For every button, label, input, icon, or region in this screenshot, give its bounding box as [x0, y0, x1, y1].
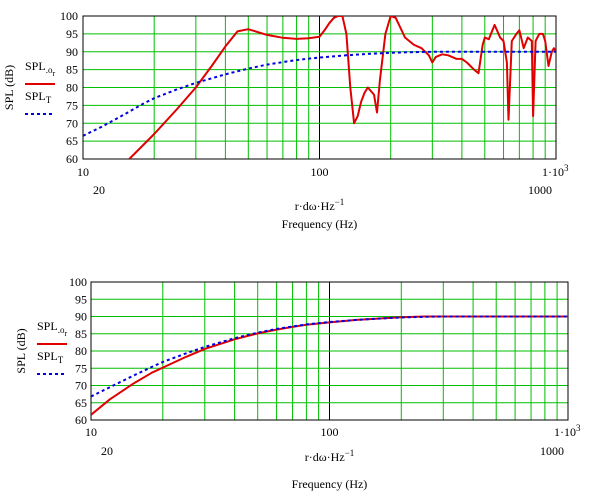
legend-label: SPLT: [25, 89, 52, 105]
y-axis-label: SPL (dB): [14, 328, 28, 373]
x-tick-label: 1·103: [542, 163, 569, 179]
x-tick-label: 100: [311, 165, 329, 179]
y-tick-label: 85: [66, 63, 78, 77]
x-tick-label: 20: [93, 183, 105, 197]
x-tick-label: 10: [85, 425, 97, 439]
legend-label: SPL.or: [37, 319, 67, 338]
y-tick-label: 100: [69, 275, 87, 289]
chart-1: 60 65 70 75 80 85 90 95 100 10 100 1·103 20 1000 r·dω·…: [2, 9, 569, 231]
y-tick-label: 90: [66, 45, 78, 59]
x-tick-label: 1000: [540, 444, 564, 458]
y-tick-label: 80: [66, 81, 78, 95]
plot-frame: [90, 281, 569, 421]
y-tick-label: 60: [66, 152, 78, 166]
x-tick-label: 20: [101, 444, 113, 458]
y-tick-label: 70: [75, 379, 87, 393]
chart-2: 60 65 70 75 80 85 90 95 100 10 100 1·103 20 1000 r·dω·…: [14, 275, 581, 491]
y-tick-label: 95: [75, 292, 87, 306]
y-tick-label: 70: [66, 116, 78, 130]
x-tick-label: 1000: [528, 183, 552, 197]
x-tick-label: 100: [321, 425, 339, 439]
y-tick-label: 95: [66, 27, 78, 41]
y-tick-label: 75: [66, 98, 78, 112]
y-tick-label: 75: [75, 361, 87, 375]
x-tick-label: 10: [77, 165, 89, 179]
y-tick-label: 90: [75, 310, 87, 324]
legend-label: SPLT: [37, 349, 64, 365]
y-tick-label: 60: [75, 413, 87, 427]
x-axis-title: Frequency (Hz): [292, 477, 368, 491]
y-tick-label: 65: [66, 134, 78, 148]
series-line: [83, 50, 556, 137]
legend-label: SPL.or: [25, 59, 55, 78]
series-line: [91, 315, 568, 398]
y-tick-label: 100: [60, 9, 78, 23]
y-tick-label: 80: [75, 344, 87, 358]
x-variable-label: r·dω·Hz−1: [295, 197, 344, 213]
series-line: [128, 16, 556, 159]
x-axis-title: Frequency (Hz): [282, 217, 358, 231]
y-axis-label: SPL (dB): [2, 65, 16, 110]
y-tick-label: 85: [75, 327, 87, 341]
x-variable-label: r·dω·Hz−1: [305, 448, 354, 464]
plot-frame: [82, 15, 557, 160]
x-tick-label: 1·103: [554, 423, 581, 439]
y-tick-label: 65: [75, 396, 87, 410]
